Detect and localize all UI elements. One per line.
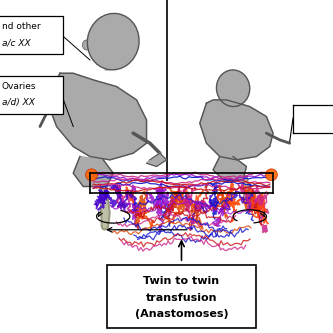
Ellipse shape [216,70,250,107]
Text: nd other: nd other [2,22,40,31]
Ellipse shape [83,40,91,50]
Text: Twin to twin: Twin to twin [144,276,219,286]
Polygon shape [73,157,113,186]
Text: transfusion: transfusion [146,293,217,303]
Text: (Anastomoses): (Anastomoses) [135,309,228,319]
FancyBboxPatch shape [107,265,256,328]
Ellipse shape [87,13,139,70]
Polygon shape [200,100,273,160]
Polygon shape [47,73,147,160]
FancyBboxPatch shape [0,16,63,54]
FancyBboxPatch shape [0,76,63,114]
Polygon shape [147,153,166,166]
Circle shape [86,169,98,181]
Polygon shape [105,67,113,70]
Text: Ovaries: Ovaries [2,82,36,91]
Text: a/c XX: a/c XX [2,39,30,48]
Text: a/d) XX: a/d) XX [2,99,35,108]
Circle shape [265,169,277,181]
Polygon shape [213,157,246,180]
